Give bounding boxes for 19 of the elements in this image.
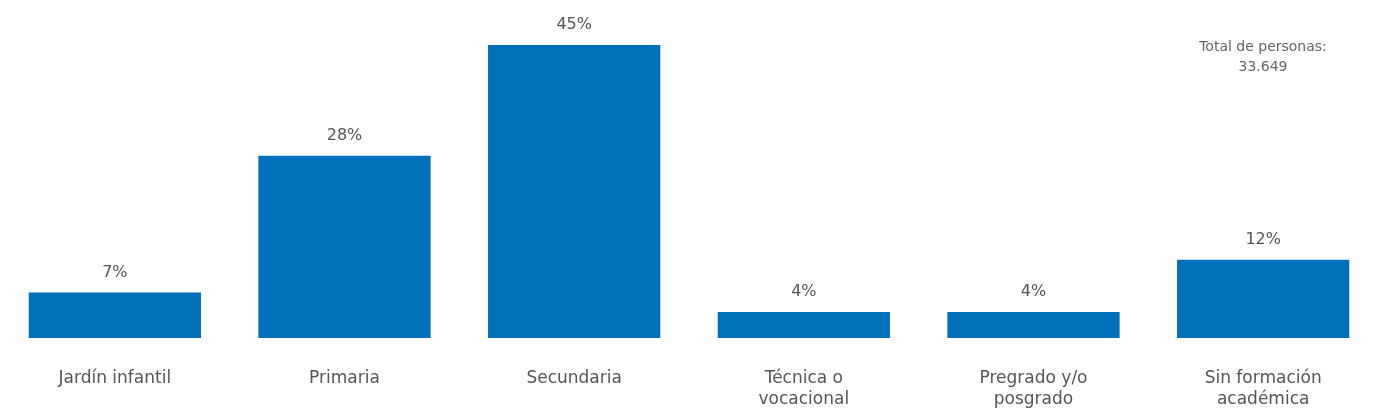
bar bbox=[488, 45, 661, 338]
x-tick-label: Jardín infantil bbox=[57, 367, 172, 388]
bar bbox=[717, 311, 890, 338]
annotation: Total de personas: 33.649 bbox=[1198, 37, 1328, 76]
x-tick-label: Primaria bbox=[309, 367, 380, 388]
data-label: 45% bbox=[556, 14, 592, 34]
data-label: 4% bbox=[791, 281, 817, 301]
x-tick-label: Secundaria bbox=[526, 367, 622, 388]
x-tick-label: Técnica o vocacional bbox=[758, 367, 850, 409]
bar bbox=[1177, 259, 1350, 338]
bar bbox=[28, 292, 201, 338]
bar bbox=[258, 155, 431, 338]
x-tick-label: Pregrado y/o posgrado bbox=[979, 367, 1088, 409]
x-tick-label: Sin formación académica bbox=[1204, 367, 1322, 409]
data-label: 7% bbox=[102, 261, 128, 281]
data-label: 4% bbox=[1020, 281, 1047, 301]
data-label: 12% bbox=[1245, 229, 1281, 249]
data-label: 28% bbox=[326, 124, 363, 144]
bar bbox=[947, 311, 1120, 338]
